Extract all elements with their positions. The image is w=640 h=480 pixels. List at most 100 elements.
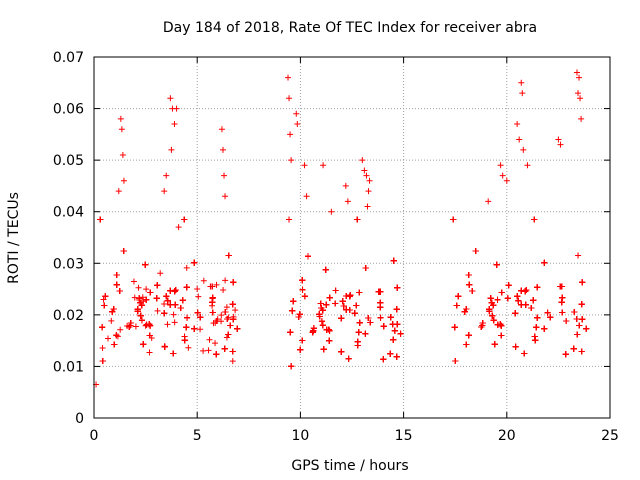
- data-point: [343, 292, 350, 299]
- data-point: [354, 216, 361, 223]
- data-point: [130, 278, 137, 285]
- x-tick-label: 25: [601, 428, 619, 444]
- data-point: [191, 325, 198, 332]
- data-point: [99, 358, 106, 365]
- data-point: [154, 307, 161, 314]
- data-point: [213, 351, 220, 358]
- y-tick-label: 0.04: [53, 205, 84, 221]
- data-point: [181, 216, 188, 223]
- data-point: [286, 216, 293, 223]
- data-point: [339, 298, 346, 305]
- data-point: [347, 292, 354, 299]
- data-point: [320, 346, 327, 353]
- data-point: [380, 356, 387, 363]
- data-point: [179, 297, 186, 304]
- data-point: [218, 312, 225, 319]
- data-point: [209, 299, 216, 306]
- data-point: [223, 334, 230, 341]
- x-tick-label: 20: [498, 428, 516, 444]
- data-point: [232, 307, 239, 314]
- data-point: [97, 216, 104, 223]
- y-axis-label: ROTI / TECUs: [6, 192, 22, 284]
- data-point: [222, 277, 229, 284]
- data-point: [139, 294, 146, 301]
- data-point: [356, 289, 363, 296]
- data-point: [288, 363, 295, 370]
- data-point: [393, 353, 400, 360]
- data-point: [323, 301, 330, 308]
- y-tick-label: 0.03: [53, 256, 84, 272]
- data-point: [132, 323, 139, 330]
- data-point: [377, 304, 384, 311]
- data-point: [197, 326, 204, 333]
- data-point: [131, 294, 138, 301]
- data-point: [116, 288, 123, 295]
- data-point: [322, 266, 329, 273]
- data-point: [195, 293, 202, 300]
- data-point: [200, 277, 207, 284]
- data-point: [147, 322, 154, 329]
- data-point: [390, 257, 397, 264]
- data-point: [362, 330, 369, 337]
- data-point: [299, 286, 306, 293]
- data-point: [223, 304, 230, 311]
- data-point: [185, 344, 192, 351]
- x-tick-label: 10: [291, 428, 309, 444]
- data-point: [380, 323, 387, 330]
- data-point: [161, 343, 168, 350]
- data-point: [113, 332, 120, 339]
- data-point: [164, 297, 171, 304]
- data-point: [287, 329, 294, 336]
- data-point: [296, 311, 303, 318]
- data-point: [113, 272, 120, 279]
- data-points: [93, 69, 590, 388]
- data-point: [332, 287, 339, 294]
- data-point: [143, 286, 150, 293]
- data-point: [200, 347, 207, 354]
- data-point: [191, 259, 198, 266]
- data-point: [117, 326, 124, 333]
- data-point: [183, 284, 190, 291]
- y-tick-label: 0.05: [53, 153, 84, 169]
- data-point: [375, 288, 382, 295]
- y-tick-label: 0.01: [53, 359, 84, 375]
- data-point: [135, 284, 142, 291]
- y-tick-label: 0.07: [53, 50, 84, 66]
- data-point: [301, 293, 308, 300]
- data-point: [164, 321, 171, 328]
- y-tick-label: 0.06: [53, 102, 84, 118]
- data-point: [394, 284, 401, 291]
- data-point: [289, 307, 296, 314]
- data-point: [140, 341, 147, 348]
- data-point: [194, 285, 201, 292]
- data-point: [206, 336, 213, 343]
- data-point: [167, 287, 174, 294]
- data-point: [225, 252, 232, 259]
- data-point: [138, 317, 145, 324]
- data-point: [110, 305, 117, 312]
- data-point: [317, 300, 324, 307]
- data-point: [205, 347, 212, 354]
- x-tick-label: 0: [90, 428, 99, 444]
- data-point: [157, 270, 164, 277]
- data-point: [137, 312, 144, 319]
- data-point: [397, 330, 404, 337]
- data-point: [109, 308, 116, 315]
- data-point: [170, 311, 177, 318]
- data-point: [390, 336, 397, 343]
- data-point: [305, 253, 312, 260]
- data-point: [111, 341, 118, 348]
- data-point: [326, 327, 333, 334]
- data-point: [212, 340, 219, 347]
- data-point: [183, 324, 190, 331]
- data-point: [353, 302, 360, 309]
- data-point: [172, 301, 179, 308]
- data-point: [229, 348, 236, 355]
- data-point: [172, 287, 179, 294]
- data-point: [171, 319, 178, 326]
- data-point: [345, 355, 352, 362]
- data-point: [393, 306, 400, 313]
- data-point: [227, 322, 234, 329]
- data-point: [338, 348, 345, 355]
